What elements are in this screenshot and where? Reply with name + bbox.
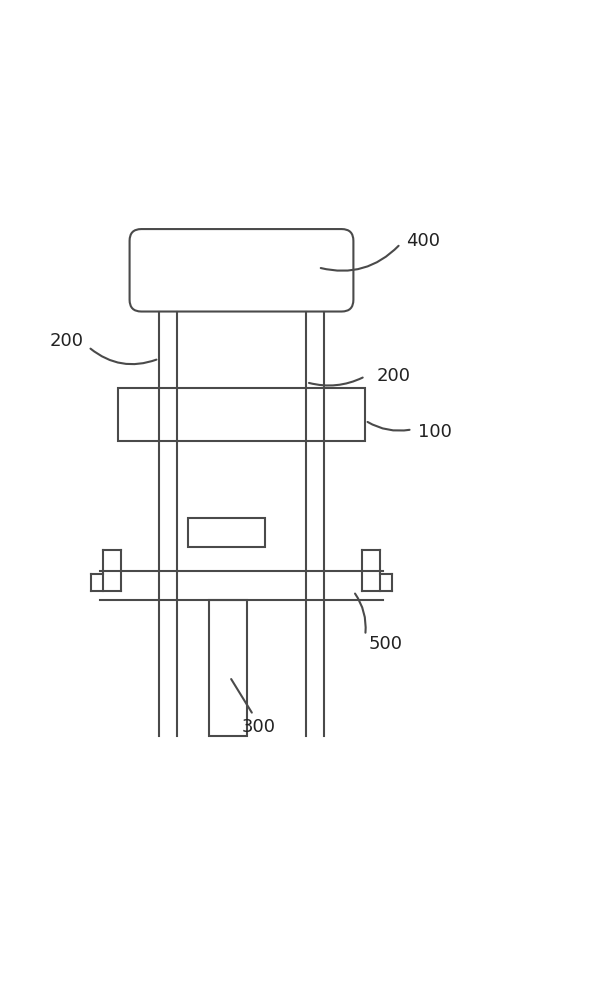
Text: 200: 200	[50, 332, 84, 350]
Text: 200: 200	[377, 367, 411, 385]
Bar	[188, 518, 265, 547]
Text: 400: 400	[406, 232, 441, 250]
Bar	[118, 388, 365, 441]
Text: 100: 100	[418, 423, 452, 441]
Bar	[209, 600, 247, 736]
Text: 300: 300	[241, 718, 276, 736]
Text: 500: 500	[368, 635, 402, 653]
